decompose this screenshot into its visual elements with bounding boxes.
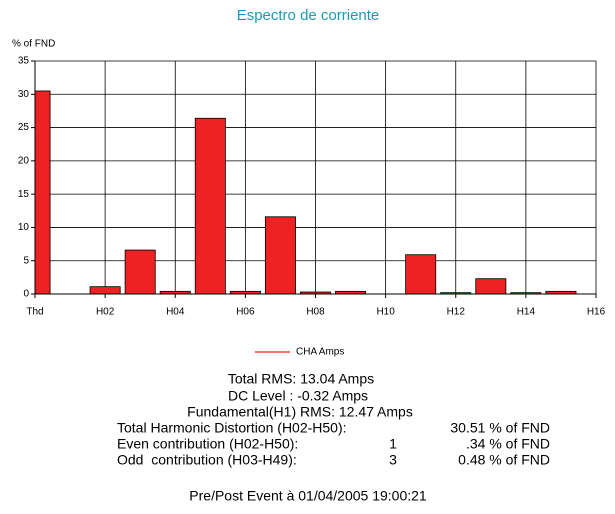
bar [89,286,121,294]
stat-value: 0.48 % of FND [458,452,550,468]
y-tick-label: 10 [18,222,30,233]
legend-label: CHA Amps [296,347,344,358]
y-axis-label: % of FND [12,39,55,50]
stat-line: DC Level : -0.32 Amps [228,388,368,404]
stat-count: 1 [389,436,397,452]
x-tick-label: H10 [376,307,395,318]
stat-label: Even contribution (H02-H50): [117,436,298,452]
x-tick-label: H12 [447,307,466,318]
bar [405,254,437,294]
y-tick-label: 0 [23,289,29,300]
bar [264,216,296,294]
chart-title: Espectro de corriente [237,7,380,24]
bar [475,278,507,294]
x-tick-label: Thd [26,307,43,318]
y-tick-label: 5 [23,255,29,266]
axes: 0 5 10 15 20 25 30 35 Thd H02 H04 H06 H08 H10 H12 H14 H1… [18,56,606,318]
x-tick-label: H04 [166,307,185,318]
y-tick-label: 20 [18,155,30,166]
x-tick-label: H08 [306,307,325,318]
stat-label: Odd contribution (H03-H49): [117,452,297,468]
stat-line: Fundamental(H1) RMS: 12.47 Amps [187,404,413,420]
bars [35,90,577,294]
bar [124,249,156,294]
bar [510,292,542,294]
bar [440,292,472,294]
x-tick-label: H06 [236,307,255,318]
x-tick-label: H14 [517,307,536,318]
stat-line: Total RMS: 13.04 Amps [228,371,374,387]
y-tick-label: 15 [18,189,30,200]
y-tick-label: 25 [18,122,30,133]
y-tick-label: 30 [18,89,30,100]
stat-count: 3 [389,452,397,468]
stat-label: Total Harmonic Distortion (H02-H50): [117,420,347,436]
bar [35,90,51,294]
bar [300,291,331,294]
stat-value: 30.51 % of FND [450,420,550,436]
grid [34,60,597,295]
x-tick-label: H02 [96,307,115,318]
x-tick-label: H16 [587,307,606,318]
y-tick-label: 35 [18,56,30,67]
stat-value: .34 % of FND [466,436,550,452]
bar [194,117,226,294]
footer: Pre/Post Event à 01/04/2005 19:00:21 [189,488,427,504]
